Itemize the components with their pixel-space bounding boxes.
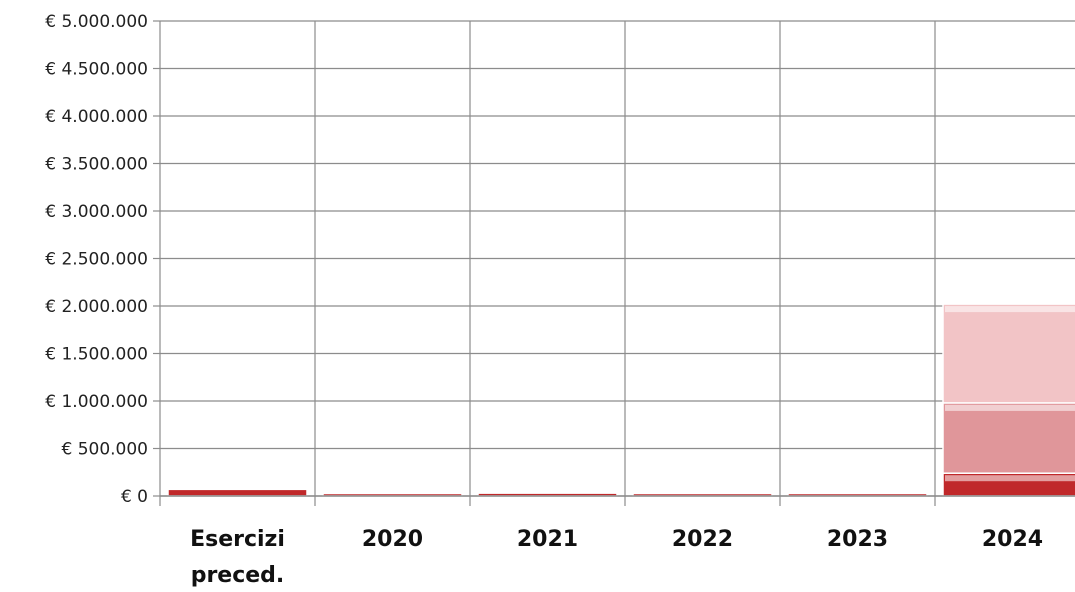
bar-segment-2 [942, 402, 1075, 474]
x-axis-category-labels: Esercizi preced. 2020 2021 2022 2023 2024 [190, 527, 1043, 588]
x-category-label: 2020 [362, 527, 423, 552]
y-tick-label: € 3.500.000 [45, 155, 148, 175]
gridlines [159, 20, 1075, 506]
y-tick-label: € 500.000 [61, 440, 148, 460]
axes [153, 20, 1075, 497]
y-tick-label: € 0 [121, 487, 148, 507]
y-tick-label: € 3.000.000 [45, 202, 148, 222]
x-category-label: 2021 [517, 527, 578, 552]
bar-highlight [945, 306, 1075, 313]
bar-highlight [945, 475, 1075, 482]
y-tick-label: € 2.500.000 [45, 250, 148, 270]
y-tick-label: € 4.000.000 [45, 107, 148, 127]
bar-highlight [945, 404, 1075, 411]
y-axis-tick-labels: € 0 € 500.000 € 1.000.000 € 1.500.000 € 2.00… [45, 12, 148, 507]
x-category-label: 2023 [827, 527, 888, 552]
bar-segment-1 [167, 488, 308, 497]
x-category-label: Esercizi preced. [190, 527, 285, 588]
y-tick-label: € 5.000.000 [45, 12, 148, 32]
x-category-label: 2024 [982, 527, 1043, 552]
bar-segment-3 [942, 303, 1075, 404]
y-tick-label: € 1.500.000 [45, 345, 148, 365]
bars [167, 303, 1075, 497]
y-tick-label: € 1.000.000 [45, 392, 148, 412]
y-tick-label: € 4.500.000 [45, 60, 148, 80]
x-category-label: 2022 [672, 527, 733, 552]
y-tick-label: € 2.000.000 [45, 297, 148, 317]
